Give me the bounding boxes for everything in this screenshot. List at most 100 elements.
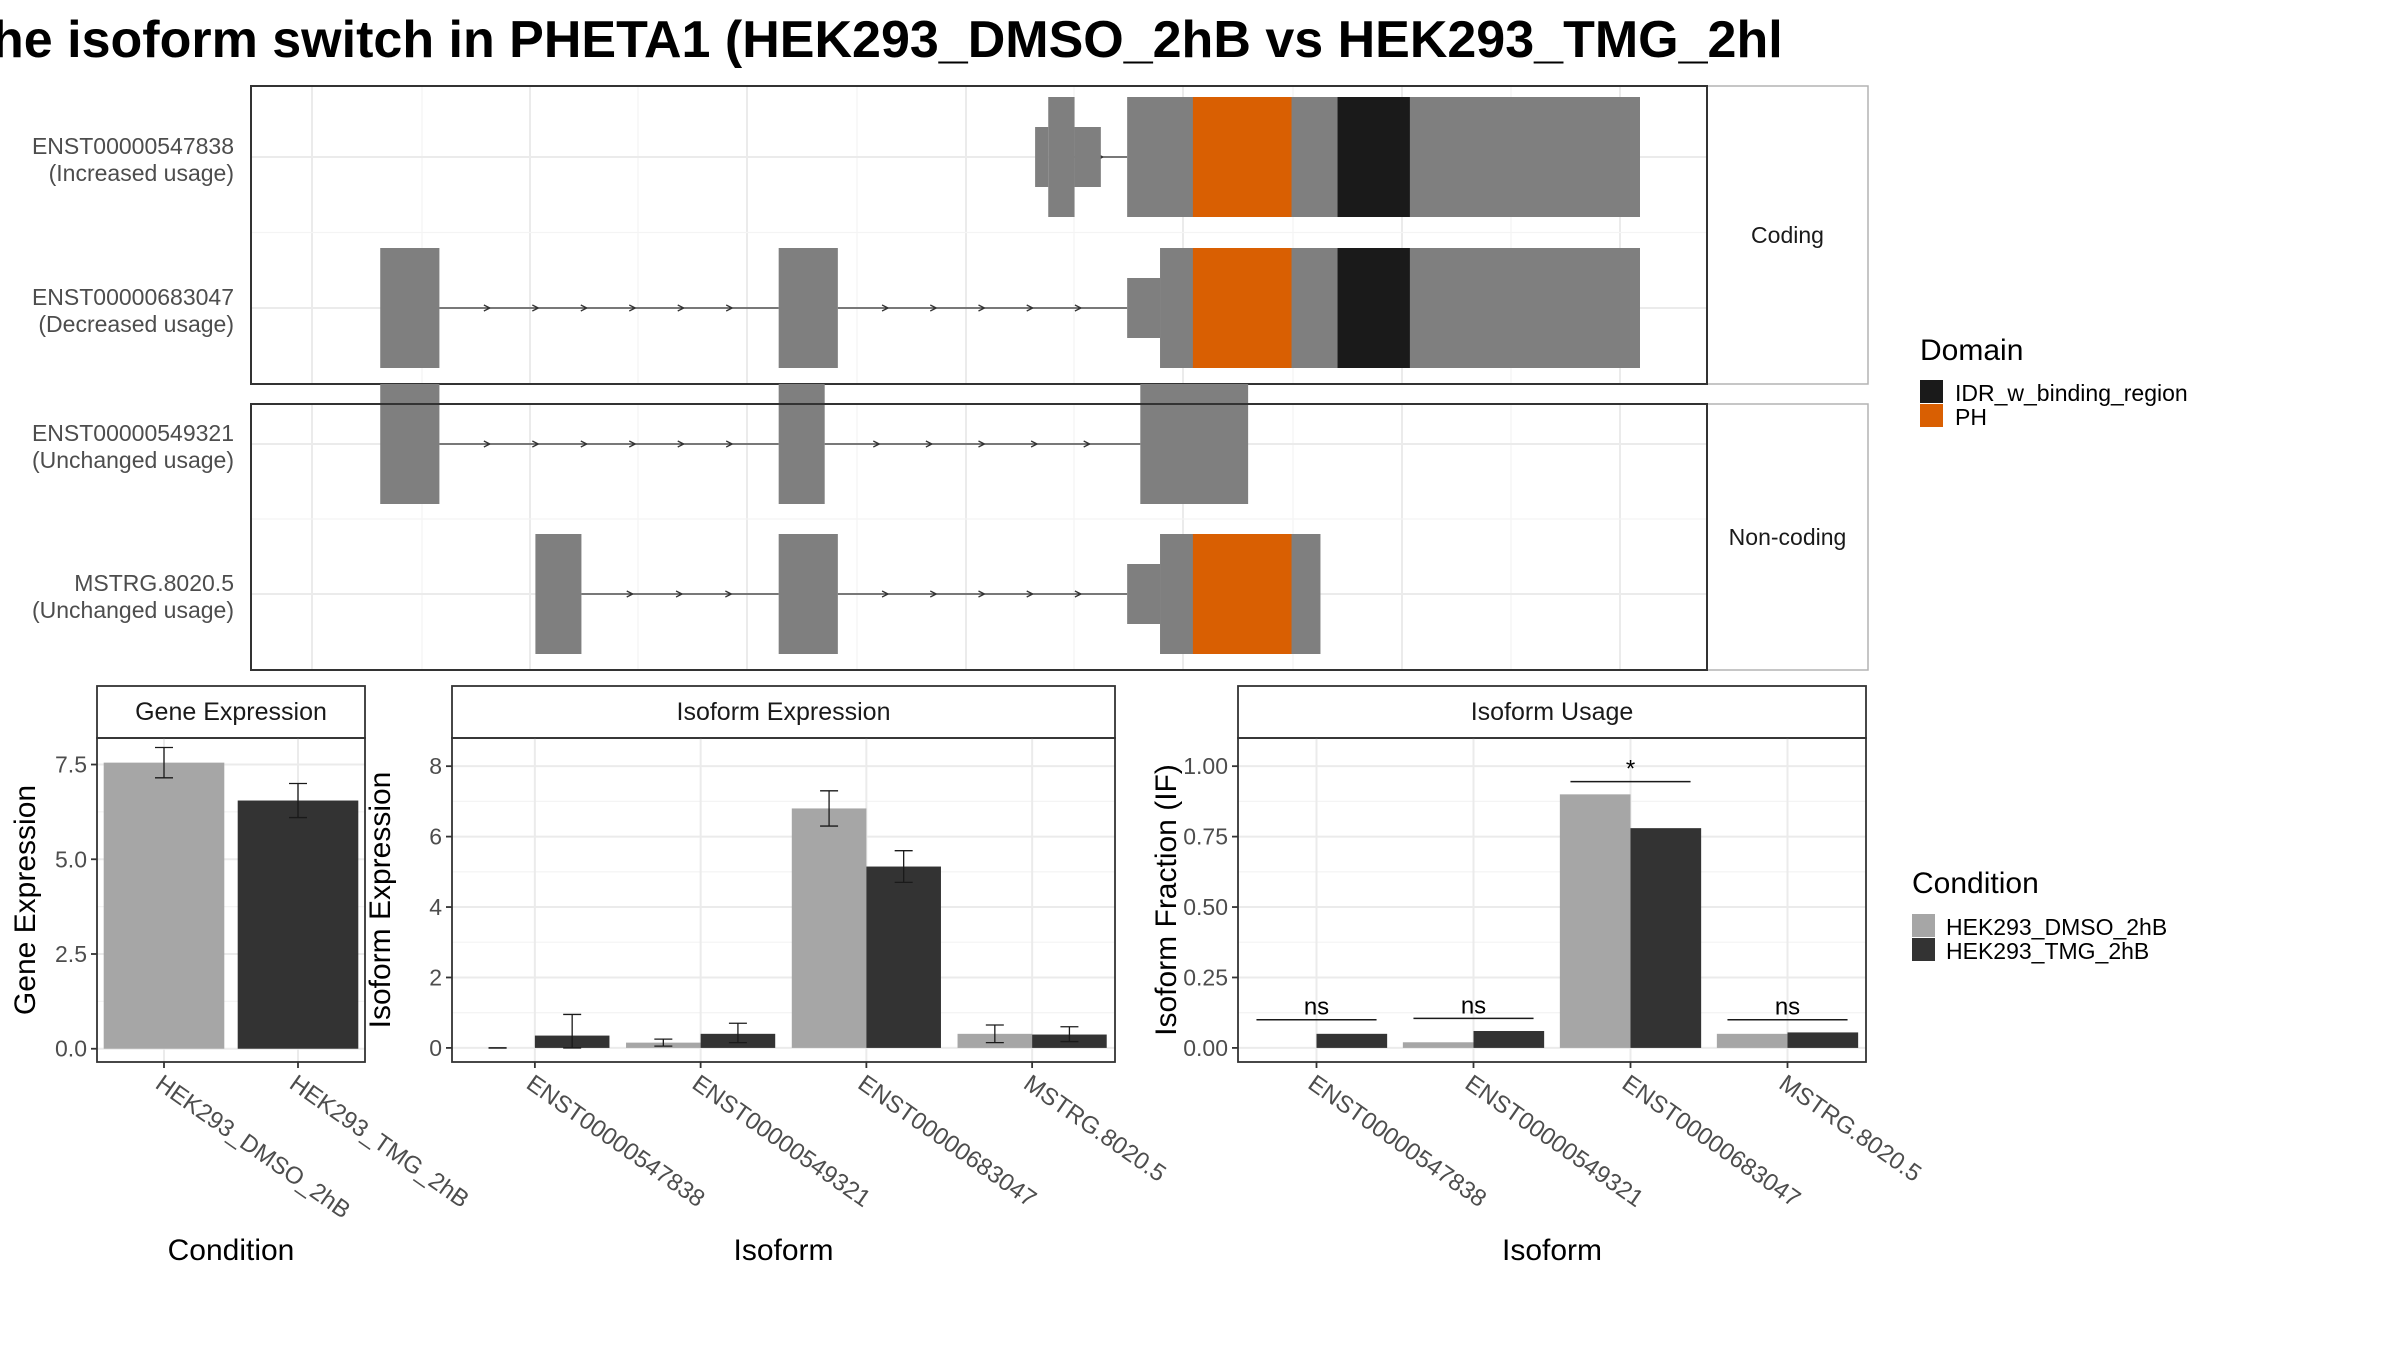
intron-arrow bbox=[1026, 304, 1035, 312]
gene-expression-panel: Gene Expression0.02.55.07.5HEK293_DMSO_2… bbox=[9, 685, 474, 1267]
isoform-row-status: (Unchanged usage) bbox=[32, 447, 234, 473]
intron-arrow bbox=[725, 304, 734, 312]
figure-title: he isoform switch in PHETA1 (HEK293_DMSO… bbox=[0, 11, 1783, 69]
bar-dmso bbox=[791, 808, 867, 1048]
structure-strip bbox=[1706, 85, 1869, 385]
panel-strip-title: Isoform Usage bbox=[1471, 698, 1634, 726]
significance-label: ns bbox=[1304, 994, 1329, 1021]
intron-arrow bbox=[483, 440, 492, 448]
panel-strip-title: Gene Expression bbox=[135, 698, 327, 726]
domain-ph bbox=[1192, 248, 1292, 368]
intron-arrow bbox=[881, 590, 890, 598]
intron-arrow bbox=[1030, 440, 1039, 448]
bar-dmso bbox=[1716, 1033, 1788, 1048]
y-tick-label: 6 bbox=[429, 824, 442, 850]
isoform-usage-panel: Isoform Usage0.000.250.500.751.00ENST000… bbox=[1150, 685, 1926, 1267]
bar-dmso bbox=[1402, 1042, 1474, 1048]
y-axis-title: Isoform Fraction (IF) bbox=[1150, 764, 1183, 1036]
y-tick-label: 0.0 bbox=[55, 1036, 87, 1062]
x-tick-label: ENST00000547838 bbox=[521, 1070, 709, 1213]
structure-strip-label: Coding bbox=[1751, 222, 1824, 248]
intron-arrow bbox=[677, 304, 686, 312]
intron-arrow bbox=[580, 440, 589, 448]
intron-arrow bbox=[483, 304, 492, 312]
isoform-row-id: ENST00000547838 bbox=[32, 133, 234, 159]
structure-panel-border bbox=[250, 85, 1708, 385]
isoform-row-status: (Unchanged usage) bbox=[32, 597, 234, 623]
x-axis-title: Isoform bbox=[733, 1234, 833, 1267]
isoform-row-id: MSTRG.8020.5 bbox=[74, 570, 234, 596]
intron-arrow bbox=[725, 590, 733, 598]
coding-exon bbox=[380, 248, 440, 368]
x-tick-label: MSTRG.8020.5 bbox=[1019, 1070, 1171, 1188]
isoform-expression-panel: Isoform Expression02468ENST00000547838EN… bbox=[364, 685, 1171, 1267]
coding-exon bbox=[1048, 97, 1075, 217]
significance-label: ns bbox=[1775, 994, 1800, 1021]
intron-arrow bbox=[1083, 440, 1092, 448]
x-tick-label: ENST00000549321 bbox=[687, 1070, 875, 1213]
bar-tmg bbox=[1316, 1033, 1388, 1048]
intron-arrow bbox=[725, 440, 734, 448]
domain-ph bbox=[1192, 97, 1292, 217]
y-tick-label: 0.25 bbox=[1183, 964, 1228, 990]
intron-arrow bbox=[532, 304, 540, 312]
legend-label-ph: PH bbox=[1955, 404, 1987, 430]
isoform-row-status: (Increased usage) bbox=[49, 160, 234, 186]
y-tick-label: 0.75 bbox=[1183, 824, 1228, 850]
structure-strip-label: Non-coding bbox=[1729, 524, 1847, 550]
intron-arrow bbox=[675, 590, 684, 598]
coding-exon bbox=[380, 384, 440, 504]
x-tick-label: ENST00000683047 bbox=[853, 1070, 1041, 1213]
panel-strip bbox=[96, 685, 366, 739]
intron-arrow bbox=[929, 304, 938, 312]
bar-tmg bbox=[1473, 1031, 1545, 1048]
intron-arrow bbox=[929, 590, 938, 598]
utr-exon bbox=[1127, 278, 1161, 338]
utr-exon bbox=[1035, 127, 1049, 187]
intron-arrow bbox=[925, 440, 934, 448]
y-tick-label: 0.50 bbox=[1183, 894, 1228, 920]
legend-swatch-tmg bbox=[1912, 938, 1935, 961]
coding-exon bbox=[778, 384, 825, 504]
condition-legend: Condition HEK293_DMSO_2hB HEK293_TMG_2hB bbox=[1912, 867, 2167, 964]
y-tick-label: 0 bbox=[429, 1035, 442, 1061]
domain-ph bbox=[1192, 534, 1292, 654]
plot-border bbox=[96, 737, 366, 1063]
intron-arrow bbox=[1074, 304, 1083, 312]
isoform-row-status: (Decreased usage) bbox=[38, 311, 234, 337]
panel-strip bbox=[451, 685, 1116, 739]
coding-exon bbox=[535, 534, 582, 654]
intron-arrow bbox=[978, 440, 986, 448]
bar-hek293_tmg_2hb bbox=[237, 800, 359, 1049]
intron-arrow bbox=[881, 304, 890, 312]
domain-legend: Domain IDR_w_binding_region PH bbox=[1920, 334, 2188, 430]
intron-arrow bbox=[1026, 590, 1035, 598]
intron-arrow bbox=[873, 440, 881, 448]
panel-strip-title: Isoform Expression bbox=[677, 698, 891, 726]
legend-swatch-dmso bbox=[1912, 914, 1935, 937]
intron-arrow bbox=[978, 304, 986, 312]
plot-background bbox=[452, 738, 1115, 1062]
y-tick-label: 0.00 bbox=[1183, 1035, 1228, 1061]
structure-panel-border bbox=[250, 403, 1708, 671]
domain-idr bbox=[1337, 97, 1410, 217]
coding-exon bbox=[778, 248, 838, 368]
intron-arrow bbox=[628, 440, 637, 448]
plot-border bbox=[1237, 737, 1867, 1063]
plot-border bbox=[451, 737, 1116, 1063]
x-tick-label: MSTRG.8020.5 bbox=[1774, 1070, 1926, 1188]
isoform-row-id: ENST00000683047 bbox=[32, 284, 234, 310]
domain-idr bbox=[1337, 248, 1410, 368]
significance-label: ns bbox=[1461, 992, 1486, 1019]
isoform-row-id: ENST00000549321 bbox=[32, 420, 234, 446]
legend-label-tmg: HEK293_TMG_2hB bbox=[1946, 938, 2149, 964]
structure-panel-bg bbox=[251, 404, 1707, 670]
y-axis-title: Gene Expression bbox=[9, 785, 42, 1015]
intron-arrow bbox=[580, 304, 589, 312]
bar-dmso bbox=[1559, 794, 1631, 1048]
bar-tmg bbox=[1630, 828, 1702, 1048]
intron-arrow bbox=[626, 590, 635, 598]
y-tick-label: 2 bbox=[429, 964, 442, 990]
y-tick-label: 7.5 bbox=[55, 752, 87, 778]
